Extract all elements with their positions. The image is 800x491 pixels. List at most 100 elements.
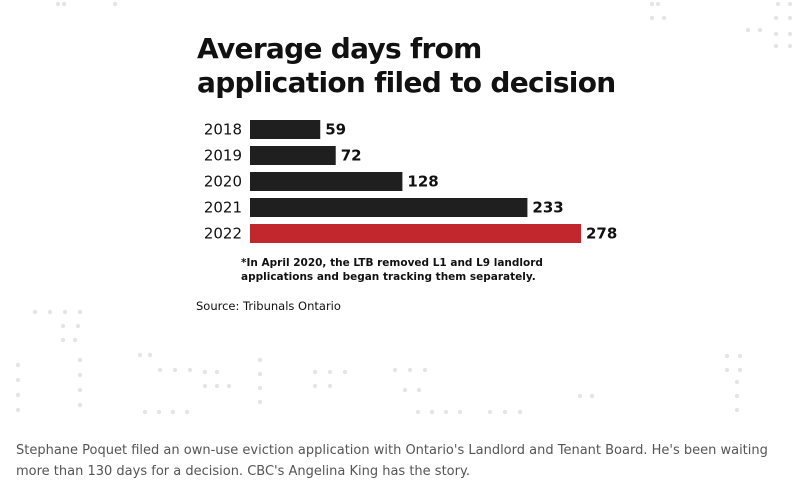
bar-chart: 2018 59 2019 72 2020 128 2021 233 2022 278 — [204, 120, 617, 243]
background-dot — [55, 1, 61, 7]
background-dot — [137, 352, 143, 358]
background-dot — [757, 27, 763, 33]
background-dot — [487, 409, 493, 415]
background-dot — [77, 387, 83, 393]
data-label-2018: 59 — [325, 121, 346, 139]
bar-2021 — [250, 198, 528, 217]
background-dot — [734, 407, 740, 413]
background-dot — [61, 1, 67, 7]
image-caption: Stephane Poquet filed an own-use evictio… — [16, 443, 768, 479]
background-dot — [214, 383, 220, 389]
background-dot — [589, 393, 595, 399]
bar-2018 — [250, 120, 321, 139]
background-dot — [724, 353, 730, 359]
background-dot — [77, 372, 83, 378]
background-dot — [577, 393, 583, 399]
background-dot — [415, 409, 421, 415]
background-dot — [112, 1, 118, 7]
background-dot — [737, 353, 743, 359]
background-dot — [655, 1, 661, 7]
background-dot — [661, 15, 667, 21]
background-dot — [47, 309, 53, 315]
dot-pattern-background — [15, 1, 793, 415]
background-dot — [392, 367, 398, 373]
data-label-2020: 128 — [407, 173, 438, 191]
background-dot — [737, 367, 743, 373]
background-dot — [72, 337, 78, 343]
background-dot — [407, 367, 413, 373]
background-dot — [157, 367, 163, 373]
background-dot — [257, 385, 263, 391]
background-dot — [15, 407, 21, 413]
background-dot — [787, 31, 793, 37]
bar-2020 — [250, 172, 403, 191]
background-dot — [156, 409, 162, 415]
background-dot — [443, 409, 449, 415]
background-dot — [773, 31, 779, 37]
background-dot — [257, 357, 263, 363]
chart-graphic: Average days from application filed to d… — [15, 1, 793, 415]
background-dot — [734, 393, 740, 399]
data-label-2019: 72 — [341, 147, 362, 165]
background-dot — [402, 387, 408, 393]
bar-2019 — [250, 146, 336, 165]
background-dot — [416, 387, 422, 393]
chart-title: Average days from application filed to d… — [197, 32, 616, 99]
background-dot — [142, 409, 148, 415]
category-label-2021: 2021 — [204, 199, 242, 217]
background-dot — [77, 357, 83, 363]
background-dot — [517, 409, 523, 415]
background-dot — [60, 337, 66, 343]
chart-source: Source: Tribunals Ontario — [196, 299, 341, 313]
background-dot — [327, 383, 333, 389]
category-label-2018: 2018 — [204, 121, 242, 139]
data-label-2021: 233 — [532, 199, 563, 217]
background-dot — [787, 15, 793, 21]
data-label-2022: 278 — [586, 225, 617, 243]
background-dot — [226, 383, 232, 389]
background-dot — [775, 1, 781, 7]
background-dot — [457, 409, 463, 415]
background-dot — [147, 352, 153, 358]
category-label-2020: 2020 — [204, 173, 242, 191]
background-dot — [787, 1, 793, 7]
background-dot — [60, 323, 66, 329]
background-dot — [214, 369, 220, 375]
background-dot — [32, 309, 38, 315]
background-dot — [15, 362, 21, 368]
background-dot — [649, 15, 655, 21]
background-dot — [787, 43, 793, 49]
background-dot — [734, 379, 740, 385]
background-dot — [62, 309, 68, 315]
background-dot — [172, 367, 178, 373]
background-dot — [327, 369, 333, 375]
background-dot — [312, 383, 318, 389]
background-dot — [773, 43, 779, 49]
background-dot — [429, 409, 435, 415]
bar-2022 — [250, 224, 581, 243]
background-dot — [184, 409, 190, 415]
background-dot — [745, 27, 751, 33]
background-dot — [77, 309, 83, 315]
background-dot — [312, 369, 318, 375]
background-dot — [649, 1, 655, 7]
background-dot — [15, 392, 21, 398]
background-dot — [422, 367, 428, 373]
background-dot — [77, 402, 83, 408]
background-dot — [257, 399, 263, 405]
background-dot — [502, 409, 508, 415]
background-dot — [342, 369, 348, 375]
background-dot — [202, 383, 208, 389]
background-dot — [75, 323, 81, 329]
background-dot — [15, 377, 21, 383]
chart-footnote: *In April 2020, the LTB removed L1 and L… — [241, 257, 543, 283]
category-label-2022: 2022 — [204, 225, 242, 243]
background-dot — [257, 371, 263, 377]
background-dot — [187, 367, 193, 373]
background-dot — [170, 409, 176, 415]
category-label-2019: 2019 — [204, 147, 242, 165]
background-dot — [773, 15, 779, 21]
background-dot — [724, 367, 730, 373]
background-dot — [202, 369, 208, 375]
